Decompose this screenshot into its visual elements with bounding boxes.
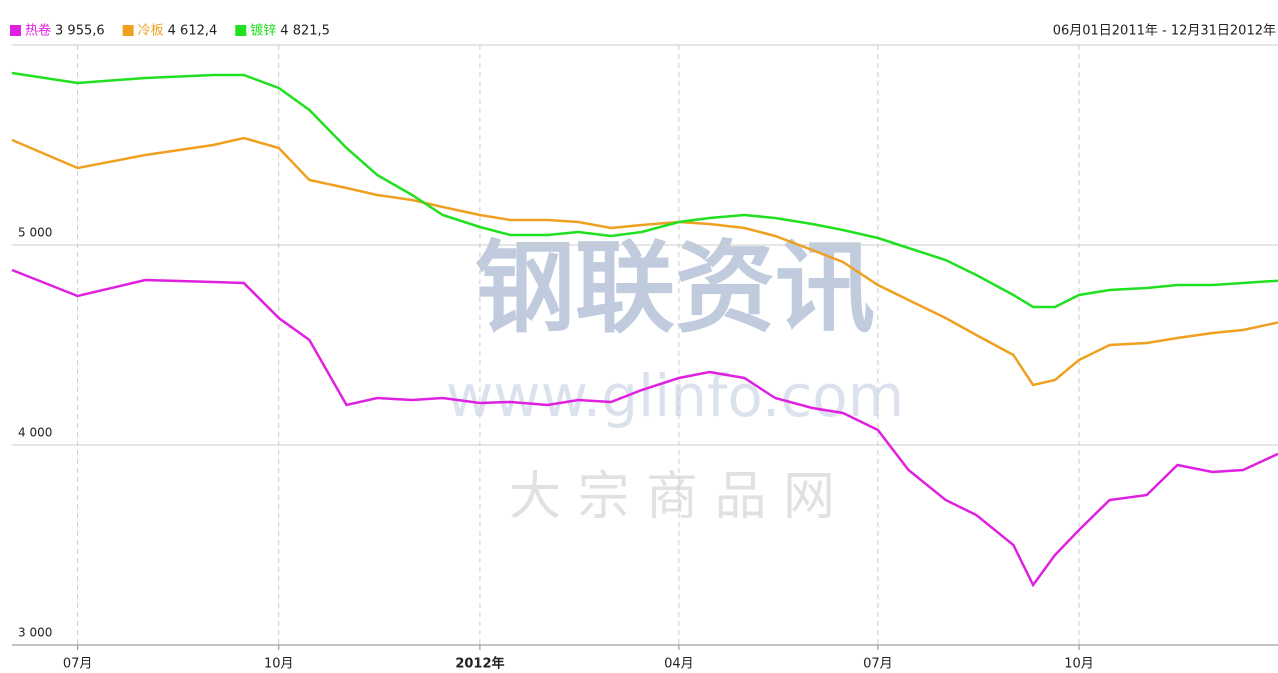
- y-tick-label: 3 000: [18, 626, 52, 640]
- watermark-url: www.glinfo.com: [446, 362, 904, 430]
- date-range: 06月01日2011年 - 12月31日2012年: [1053, 24, 1276, 39]
- x-tick-label: 10月: [1064, 657, 1094, 672]
- x-tick-label: 2012年: [455, 656, 504, 672]
- legend-value: 4 821,5: [280, 24, 330, 39]
- series-line: [11, 136, 1278, 387]
- y-tick-label: 4 000: [18, 426, 52, 440]
- legend-name: 热卷: [25, 23, 51, 39]
- series-line: [11, 71, 1278, 309]
- legend-name: 冷板: [138, 24, 164, 39]
- series-line: [11, 268, 1278, 588]
- legend-value: 3 955,6: [55, 24, 105, 39]
- x-tick-label: 04月: [664, 657, 694, 672]
- watermark-brand: 钢联资讯: [475, 229, 875, 346]
- legend-swatch: [10, 25, 21, 36]
- legend-swatch: [235, 25, 247, 36]
- legend-value: 4 612,4: [168, 24, 218, 39]
- legend-name: 镀锌: [250, 23, 276, 39]
- legend-swatch: [122, 25, 134, 36]
- x-tick-label: 07月: [63, 657, 93, 672]
- x-tick-label: 07月: [863, 657, 893, 672]
- x-tick-label: 10月: [264, 657, 294, 672]
- y-tick-label: 5 000: [18, 226, 52, 240]
- watermark-slogan: 大 宗 商 品 网: [509, 467, 835, 527]
